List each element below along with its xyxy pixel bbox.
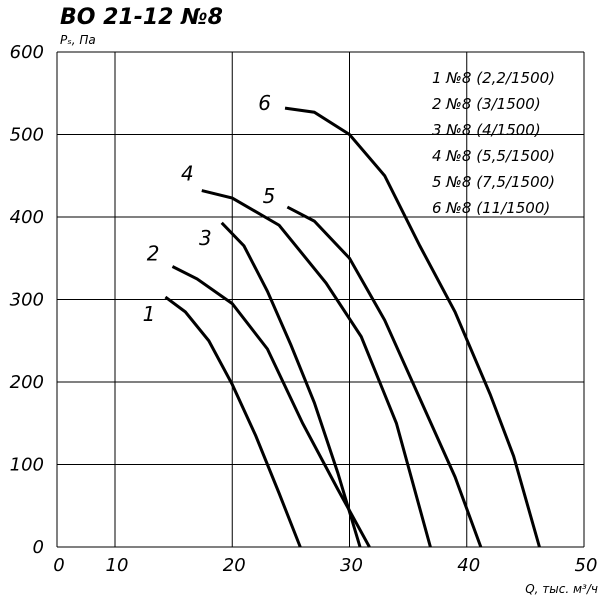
- curve-label: 2: [147, 242, 160, 266]
- x-tick-label: 20: [223, 555, 246, 576]
- legend-entry: 6 №8 (11/1500): [432, 199, 550, 217]
- x-tick-label: 10: [106, 555, 129, 576]
- x-tick-label: 0: [53, 555, 64, 576]
- y-tick-label: 100: [10, 455, 44, 476]
- curve: [171, 265, 371, 548]
- y-tick-label: 200: [10, 372, 44, 393]
- x-tick-label: 30: [340, 555, 363, 576]
- curve-label: 5: [263, 184, 276, 208]
- curve: [220, 221, 362, 548]
- legend-entry: 2 №8 (3/1500): [432, 95, 541, 113]
- y-tick-label: 400: [10, 207, 44, 228]
- curve-label: 4: [181, 162, 194, 186]
- legend-entry: 5 №8 (7,5/1500): [432, 173, 555, 191]
- curve-label: 6: [258, 91, 271, 115]
- curve: [164, 295, 302, 548]
- x-tick-label: 40: [457, 555, 480, 576]
- legend-entry: 3 №8 (4/1500): [432, 121, 541, 139]
- y-tick-label: 600: [10, 42, 44, 63]
- x-tick-label: 50: [575, 555, 598, 576]
- chart-title: ВО 21-12 №8: [60, 5, 223, 30]
- y-tick-label: 0: [33, 537, 44, 558]
- legend-entry: 1 №8 (2,2/1500): [432, 69, 555, 87]
- curve-label: 3: [199, 226, 212, 250]
- x-axis-label: Q, тыс. м³/ч: [525, 582, 598, 596]
- legend-entry: 4 №8 (5,5/1500): [432, 147, 555, 165]
- curve: [286, 205, 483, 548]
- curve-label: 1: [143, 302, 156, 326]
- curve: [201, 189, 432, 548]
- y-axis-label: Pₛ, Па: [60, 33, 96, 47]
- curve: [284, 106, 541, 548]
- y-tick-label: 500: [10, 125, 44, 146]
- y-tick-label: 300: [10, 290, 44, 311]
